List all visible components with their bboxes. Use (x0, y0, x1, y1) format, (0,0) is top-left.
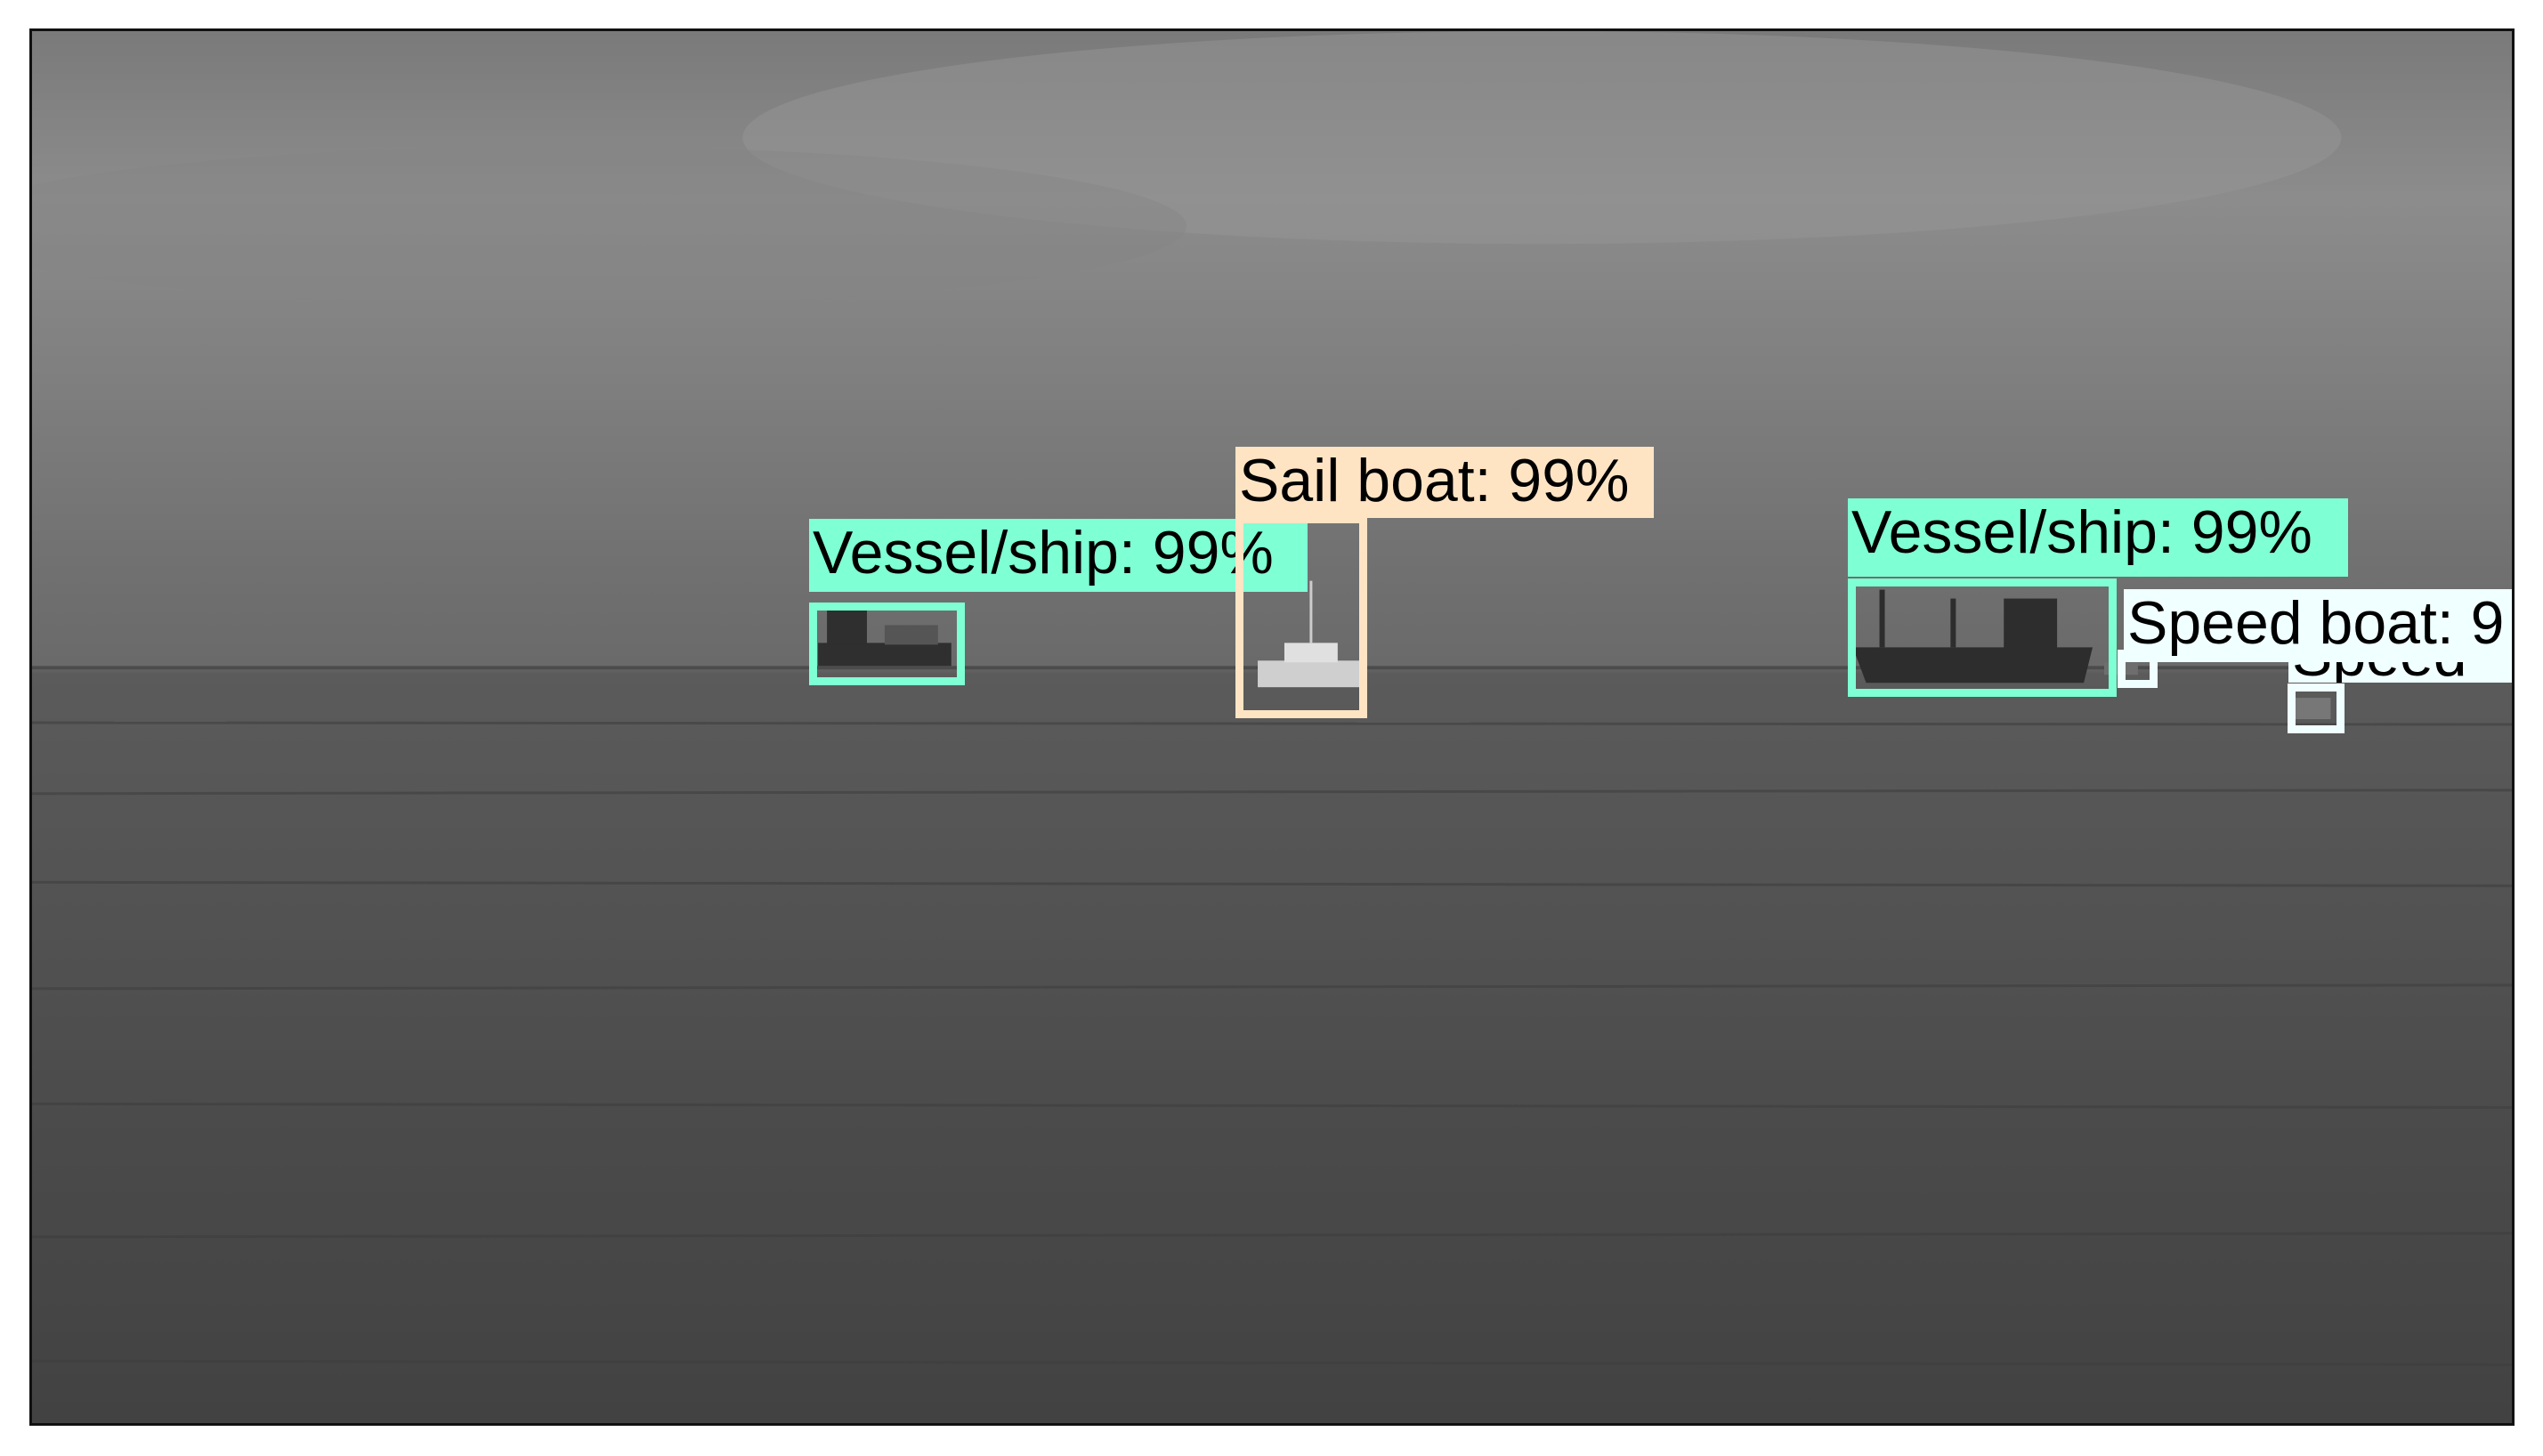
detection-label: Sail boat: 99% (1235, 447, 1654, 518)
speedboat-silhouette (2295, 698, 2331, 720)
image-frame: Vessel/ship: 99% Sail boat: 99% Vessel/s… (29, 28, 2515, 1426)
detection-box-vessel (809, 603, 965, 685)
detection-label: Speed boat: 9 (2124, 589, 2512, 662)
sailboat-silhouette (1258, 580, 1365, 688)
ship-silhouette (1852, 589, 2094, 684)
detection-label: Vessel/ship: 99% (1848, 498, 2348, 577)
sea-scene (32, 31, 2512, 1366)
detection-box-vessel (1848, 578, 2117, 697)
detection-box-speedboat (2288, 684, 2345, 733)
detection-box-sailboat (1235, 515, 1367, 718)
detection-label: Vessel/ship: 99% (809, 519, 1308, 592)
ship-silhouette (818, 607, 952, 667)
